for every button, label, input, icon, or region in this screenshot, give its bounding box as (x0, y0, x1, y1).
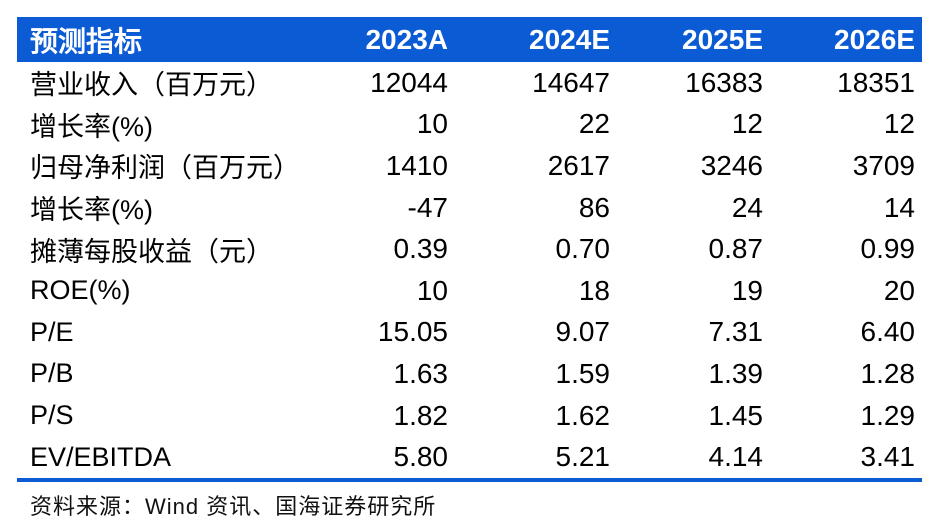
cell-value: 2617 (547, 149, 610, 181)
row-label: 增长率(%) (30, 195, 153, 226)
cell-value: 9.07 (555, 316, 611, 348)
row-label: 归母净利润（百万元） (30, 153, 300, 184)
row-label: 摊薄每股收益（元） (30, 236, 273, 267)
source-note: 资料来源：Wind 资讯、国海证券研究所 (30, 493, 437, 519)
cell-value: 22 (578, 108, 610, 140)
table-row: EV/EBITDA 5.80 5.21 4.14 3.41 (17, 436, 922, 478)
cell-value: 1.63 (393, 357, 449, 389)
cell-value: 10 (416, 108, 448, 140)
column-header-year: 2024E (455, 17, 617, 62)
cell-value: 5.80 (393, 441, 449, 473)
cell-value: 14 (883, 191, 915, 223)
forecast-report-table: 预测指标 2023A 2024E 2025E 2026E 营业收入（百万元） 12044 1… (17, 17, 922, 521)
cell-value: 18 (578, 274, 610, 306)
column-header-indicator: 预测指标 (17, 17, 310, 62)
cell-value: 15.05 (377, 316, 448, 348)
table-row: 增长率(%) 10 22 12 12 (17, 104, 922, 146)
cell-value: -47 (407, 191, 448, 223)
cell-value: 0.39 (393, 233, 449, 265)
cell-value: 10 (416, 274, 448, 306)
table-row: 归母净利润（百万元） 1410 2617 3246 3709 (17, 145, 922, 187)
cell-value: 24 (731, 191, 763, 223)
row-label: P/E (30, 316, 74, 347)
cell-value: 14647 (532, 66, 610, 98)
cell-value: 1.45 (708, 399, 764, 431)
cell-value: 20 (883, 274, 915, 306)
table-body: 营业收入（百万元） 12044 14647 16383 18351 增长率(%) 10 22 1… (17, 62, 922, 478)
cell-value: 1.28 (860, 357, 916, 389)
cell-value: 5.21 (555, 441, 611, 473)
cell-value: 12 (883, 108, 915, 140)
cell-value: 86 (578, 191, 610, 223)
row-label: P/B (30, 358, 74, 389)
cell-value: 1.29 (860, 399, 916, 431)
cell-value: 16383 (685, 66, 763, 98)
cell-value: 1.39 (708, 357, 764, 389)
table-row: 营业收入（百万元） 12044 14647 16383 18351 (17, 62, 922, 104)
table-row: 增长率(%) -47 86 24 14 (17, 187, 922, 229)
bottom-rule-divider (17, 477, 922, 482)
cell-value: 0.99 (860, 233, 916, 265)
row-label: EV/EBITDA (30, 441, 172, 472)
row-label: 增长率(%) (30, 111, 153, 142)
cell-value: 12 (731, 108, 763, 140)
table-row: 摊薄每股收益（元） 0.39 0.70 0.87 0.99 (17, 228, 922, 270)
table-row: P/E 15.05 9.07 7.31 6.40 (17, 312, 922, 354)
table-row: ROE(%) 10 18 19 20 (17, 270, 922, 312)
row-label: 营业收入（百万元） (30, 70, 273, 101)
column-header-year: 2026E (770, 17, 922, 62)
column-header-year: 2023A (310, 17, 455, 62)
cell-value: 3246 (700, 149, 763, 181)
cell-value: 0.87 (708, 233, 764, 265)
cell-value: 0.70 (555, 233, 611, 265)
row-label: P/S (30, 400, 74, 431)
table-row: P/S 1.82 1.62 1.45 1.29 (17, 395, 922, 437)
cell-value: 18351 (837, 66, 915, 98)
cell-value: 1.59 (555, 357, 611, 389)
cell-value: 3709 (852, 149, 915, 181)
column-header-year: 2025E (617, 17, 770, 62)
table-row: P/B 1.63 1.59 1.39 1.28 (17, 353, 922, 395)
cell-value: 1.82 (393, 399, 449, 431)
cell-value: 7.31 (708, 316, 764, 348)
row-label: ROE(%) (30, 275, 131, 306)
forecast-table: 预测指标 2023A 2024E 2025E 2026E 营业收入（百万元） 12044 1… (17, 17, 922, 478)
cell-value: 6.40 (860, 316, 916, 348)
cell-value: 1410 (385, 149, 448, 181)
cell-value: 4.14 (708, 441, 764, 473)
cell-value: 3.41 (860, 441, 916, 473)
cell-value: 1.62 (555, 399, 611, 431)
header-row: 预测指标 2023A 2024E 2025E 2026E (17, 17, 922, 62)
cell-value: 12044 (370, 66, 448, 98)
cell-value: 19 (731, 274, 763, 306)
